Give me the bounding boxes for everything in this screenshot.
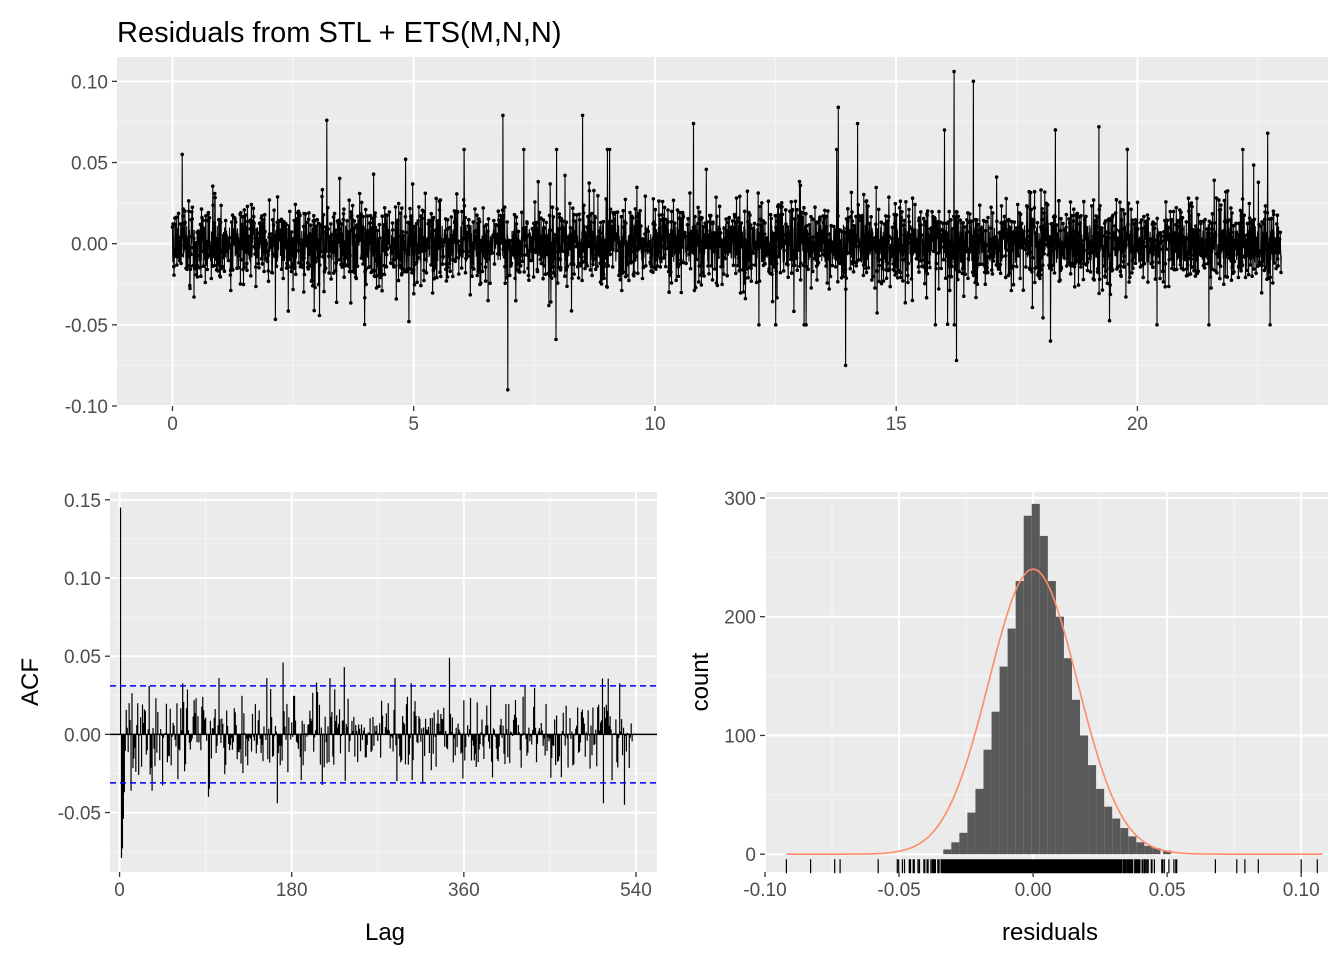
y-tick-label: 0.10 — [71, 72, 108, 93]
y-tick-label: 100 — [724, 726, 756, 747]
y-tick-label: -0.05 — [65, 316, 108, 337]
acf-panel-background — [110, 492, 657, 872]
histogram-bar — [1096, 788, 1105, 855]
x-tick-label: 20 — [1127, 414, 1148, 435]
acf-confidence-lines — [110, 685, 657, 784]
x-tick-label: -0.10 — [743, 880, 786, 901]
density-curve — [786, 568, 1323, 855]
x-tick-label: 360 — [448, 880, 480, 901]
acf-x-ticks: 0 180 360 540 — [114, 872, 652, 901]
residuals-y-ticks: -0.10 -0.05 0.00 0.05 0.10 — [65, 72, 117, 418]
y-tick-label: -0.05 — [58, 804, 101, 825]
histogram-bar — [1039, 535, 1048, 855]
histogram-bar — [1144, 845, 1153, 855]
histogram-bar — [943, 849, 952, 855]
x-tick-label: 180 — [276, 880, 308, 901]
histogram-bar — [1120, 828, 1129, 855]
histogram-y-axis-label: count — [687, 652, 714, 711]
histogram-bar — [1063, 658, 1072, 855]
histogram-bar — [951, 842, 960, 855]
histogram-bar — [1031, 503, 1040, 855]
histogram-bar — [1136, 842, 1145, 855]
x-tick-label: 0.05 — [1149, 880, 1186, 901]
histogram-bar — [991, 711, 1000, 855]
figure-title: Residuals from STL + ETS(M,N,N) — [117, 17, 562, 49]
y-tick-label: 0 — [745, 845, 756, 866]
histogram-bar — [999, 666, 1008, 855]
histogram-bar — [975, 788, 984, 855]
acf-panel: 0 180 360 540 -0.05 0.00 0.05 0.10 0.15 Lag ACF — [17, 491, 657, 946]
acf-bar-lines — [119, 507, 633, 858]
x-tick-label: 0.00 — [1015, 880, 1052, 901]
histogram-bar — [1007, 628, 1016, 855]
histogram-bar — [1088, 765, 1097, 855]
y-tick-label: 0.00 — [71, 235, 108, 256]
histogram-bars — [943, 503, 1172, 855]
x-tick-label: -0.05 — [877, 880, 920, 901]
y-tick-label: 0.15 — [64, 491, 101, 512]
histogram-bar — [1023, 515, 1032, 855]
y-tick-label: 0.05 — [64, 647, 101, 668]
histogram-bar — [967, 812, 976, 855]
residuals-x-ticks: 0 5 10 15 20 — [167, 406, 1148, 435]
histogram-bar — [1055, 616, 1064, 855]
x-tick-label: 540 — [620, 880, 652, 901]
acf-x-axis-label: Lag — [365, 919, 405, 946]
histogram-bar — [1015, 581, 1024, 855]
histogram-bar — [1152, 848, 1161, 855]
x-tick-label: 0.10 — [1283, 880, 1320, 901]
histogram-bar — [1104, 806, 1113, 855]
x-tick-label: 15 — [886, 414, 907, 435]
y-tick-label: 300 — [724, 489, 756, 510]
residuals-series — [170, 69, 1283, 392]
histogram-bar — [1071, 699, 1081, 855]
x-tick-label: 0 — [114, 880, 125, 901]
acf-y-ticks: -0.05 0.00 0.05 0.10 0.15 — [58, 491, 110, 825]
residuals-points — [170, 69, 1283, 392]
histogram-bar — [1080, 735, 1089, 855]
x-tick-label: 5 — [408, 414, 419, 435]
y-tick-label: 200 — [724, 608, 756, 629]
y-tick-label: 0.05 — [71, 154, 108, 175]
histogram-y-ticks: 0 100 200 300 — [724, 489, 765, 866]
histogram-bar — [1112, 818, 1121, 855]
histogram-bar — [1128, 836, 1137, 855]
acf-minor-grid — [110, 492, 657, 872]
rug-ticks — [785, 859, 1318, 874]
acf-y-axis-label: ACF — [17, 658, 44, 706]
x-tick-label: 10 — [644, 414, 665, 435]
histogram-x-ticks: -0.10 -0.05 0.00 0.05 0.10 — [743, 872, 1320, 901]
y-tick-label: -0.10 — [65, 397, 108, 418]
acf-bars — [110, 507, 657, 858]
histogram-bar — [1163, 850, 1172, 855]
histogram-x-axis-label: residuals — [1002, 919, 1098, 946]
residuals-rug — [785, 859, 1318, 874]
histogram-panel: -0.10 -0.05 0.00 0.05 0.10 0 100 200 300 residu… — [687, 489, 1328, 946]
histogram-bar — [959, 832, 968, 855]
y-tick-label: 0.00 — [64, 725, 101, 746]
histogram-bar — [983, 749, 992, 855]
residuals-series-panel: 0 5 10 15 20 -0.10 -0.05 0.00 0.05 0.10 — [65, 57, 1328, 435]
y-tick-label: 0.10 — [64, 569, 101, 590]
histogram-bar — [1047, 581, 1056, 855]
density-line — [786, 568, 1323, 855]
x-tick-label: 0 — [167, 414, 178, 435]
